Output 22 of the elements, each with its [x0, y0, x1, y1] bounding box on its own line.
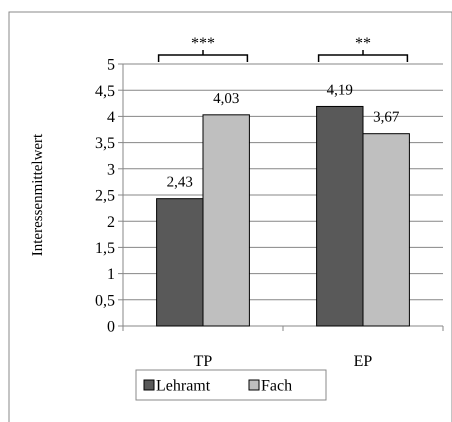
- y-tick-label: 0: [107, 318, 115, 336]
- data-label: 4,19: [326, 82, 353, 98]
- data-label: 4,03: [213, 90, 240, 107]
- text: ***: [191, 35, 215, 52]
- data-label: 2,43: [166, 174, 193, 191]
- y-tick-label: 1: [107, 266, 115, 284]
- y-tick-label: 5: [107, 56, 115, 74]
- y-tick-label: 4,5: [95, 82, 115, 100]
- y-axis-title: Interessenmittelwert: [30, 132, 46, 256]
- y-tick-label: 4: [107, 109, 115, 126]
- data-label: 3,67: [373, 110, 400, 126]
- y-tick-label: 2,5: [95, 188, 115, 205]
- x-tick-label: TP: [194, 353, 212, 370]
- y-tick-label: 1,5: [95, 240, 115, 257]
- legend-label: Fach: [261, 378, 292, 395]
- y-tick-label: 3: [107, 161, 115, 178]
- y-tick-label: 2: [107, 214, 115, 231]
- y-tick-label: 0,5: [95, 292, 115, 310]
- legend-label: Lehramt: [156, 378, 211, 395]
- y-tick-label: 3,5: [95, 135, 115, 152]
- text: **: [355, 35, 371, 52]
- x-tick-label: EP: [354, 353, 372, 370]
